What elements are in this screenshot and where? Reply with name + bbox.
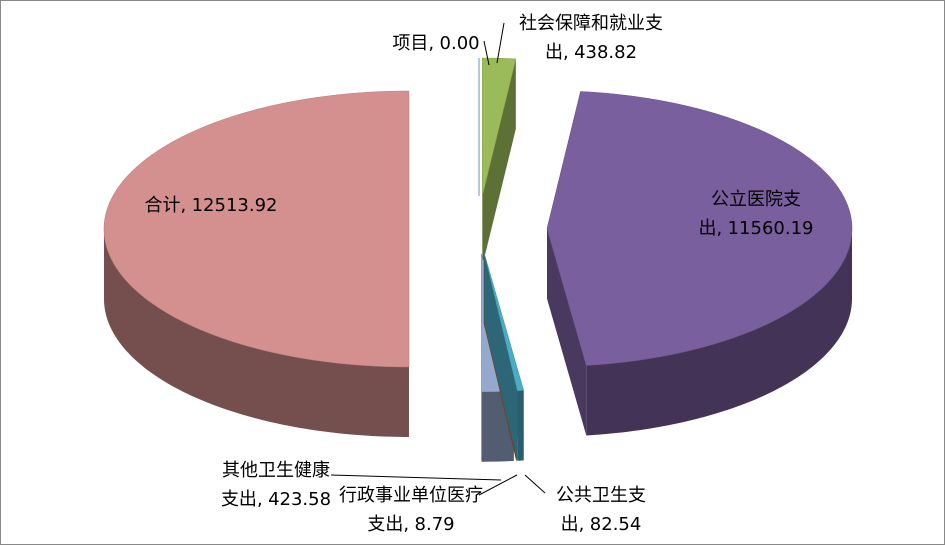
category-name: 合计 — [144, 195, 191, 216]
leader-line — [478, 474, 518, 496]
data-label: 公立医院支出11560.19 — [681, 185, 831, 243]
slice-side — [517, 390, 524, 461]
slice — [484, 253, 524, 392]
value-label: 8.79 — [414, 514, 455, 535]
category-name: 项目 — [392, 33, 439, 54]
value-label: 423.58 — [268, 489, 332, 510]
slice-wall — [547, 228, 587, 436]
data-label: 公共卫生支出82.54 — [536, 481, 666, 539]
leader-line — [496, 22, 505, 64]
data-label: 社会保障和就业支出438.82 — [501, 9, 681, 67]
value-label: 82.54 — [589, 514, 642, 535]
slice-side — [104, 229, 409, 437]
slice-wall — [482, 58, 516, 267]
leader-line — [330, 474, 502, 481]
data-label: 项目0.00 — [386, 29, 486, 58]
data-label: 合计12513.92 — [111, 191, 311, 220]
leader-line — [524, 474, 546, 494]
slice-side — [586, 228, 852, 436]
slice — [546, 91, 853, 366]
slice — [103, 90, 410, 368]
value-label: 11560.19 — [727, 218, 814, 239]
data-label: 其他卫生健康支出423.58 — [216, 456, 336, 514]
leader-line — [483, 40, 490, 66]
category-name: 行政事业单位医疗支出 — [339, 485, 483, 535]
value-label: 12513.92 — [191, 195, 278, 216]
value-label: 0.00 — [439, 33, 480, 54]
slice-wall — [484, 253, 518, 461]
slice — [482, 57, 517, 197]
value-label: 438.82 — [574, 42, 638, 63]
data-label: 行政事业单位医疗支出8.79 — [336, 481, 486, 539]
